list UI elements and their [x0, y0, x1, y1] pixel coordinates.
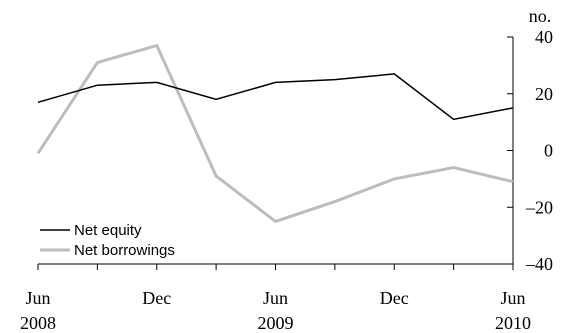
- x-tick-label-month: Jun: [263, 288, 288, 308]
- x-ticks: Jun 2008 Dec Jun 2009 Dec Jun 2010: [20, 264, 531, 333]
- x-tick-label-year: 2008: [20, 313, 56, 333]
- legend-label-net-equity: Net equity: [74, 222, 142, 239]
- x-tick-label-month: Jun: [25, 288, 50, 308]
- y-tick-label: 40: [535, 27, 553, 47]
- y-tick-label: 0: [544, 141, 553, 161]
- series-lines: [36, 43, 514, 224]
- series-line-net-borrowings: [36, 43, 514, 224]
- y-tick-label: –20: [525, 197, 553, 217]
- series-line-net-equity: [37, 73, 514, 121]
- legend: Net equity Net borrowings: [40, 222, 175, 259]
- x-tick-label-year: 2009: [258, 313, 294, 333]
- y-tick-label: –40: [525, 254, 553, 274]
- x-tick-label-year: 2010: [495, 313, 531, 333]
- legend-label-net-borrowings: Net borrowings: [74, 242, 175, 259]
- x-tick-label-month: Dec: [380, 288, 409, 308]
- x-tick-label-month: Jun: [500, 288, 525, 308]
- x-tick-label-month: Dec: [142, 288, 171, 308]
- y-tick-label: 20: [535, 84, 553, 104]
- y-ticks: 40 20 0 –20 –40: [507, 27, 553, 274]
- y-unit-label: no.: [529, 6, 552, 26]
